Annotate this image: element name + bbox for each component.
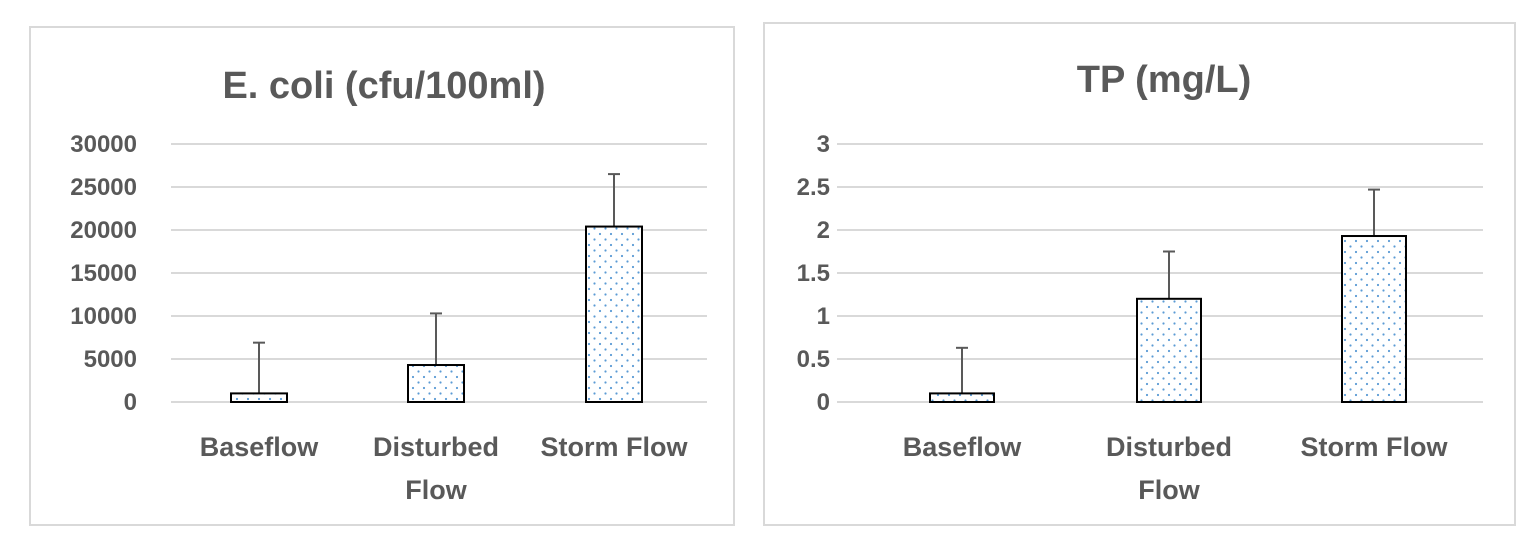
tp-chart-panel: TP (mg/L) 0 0.5 1 1.5 2 2.5 3 Baseflow Disturbed F… [763, 22, 1516, 526]
ecoli-chart: E. coli (cfu/100ml) 0 5000 10000 15000 20000 2… [70, 65, 707, 505]
tp-chart-title: TP (mg/L) [1077, 59, 1252, 101]
tp-category-label: Baseflow [903, 432, 1023, 462]
tp-y-tick-label: 1.5 [797, 260, 830, 287]
tp-chart: TP (mg/L) 0 0.5 1 1.5 2 2.5 3 Baseflow Disturbed F… [797, 59, 1483, 505]
ecoli-y-tick-label: 20000 [70, 217, 137, 244]
tp-y-tick-label: 0 [817, 389, 830, 416]
ecoli-bar [230, 392, 288, 403]
tp-y-tick-label: 2 [817, 217, 830, 244]
ecoli-bar [585, 225, 643, 403]
tp-category-label: Storm Flow [1301, 432, 1449, 462]
ecoli-y-tick-label: 10000 [70, 303, 137, 330]
ecoli-chart-title: E. coli (cfu/100ml) [222, 65, 545, 107]
ecoli-y-tick-label: 5000 [84, 346, 137, 373]
tp-y-tick-label: 1 [817, 303, 830, 330]
tp-y-tick-label: 0.5 [797, 346, 830, 373]
ecoli-chart-panel: E. coli (cfu/100ml) 0 5000 10000 15000 20000 2… [29, 26, 735, 526]
ecoli-y-tick-label: 15000 [70, 260, 137, 287]
tp-bar [1136, 297, 1202, 403]
ecoli-category-label: Baseflow [200, 432, 320, 462]
ecoli-y-tick-label: 25000 [70, 174, 137, 201]
ecoli-y-tick-label: 30000 [70, 131, 137, 158]
tp-bar [929, 392, 995, 403]
tp-bar [1341, 235, 1407, 403]
ecoli-category-label: Storm Flow [541, 432, 689, 462]
tp-y-tick-label: 3 [817, 131, 830, 158]
tp-category-label: Disturbed Flow [1106, 432, 1232, 505]
ecoli-y-tick-label: 0 [124, 389, 137, 416]
tp-y-tick-label: 2.5 [797, 174, 830, 201]
ecoli-bar [407, 364, 465, 403]
ecoli-category-label: Disturbed Flow [373, 432, 499, 505]
